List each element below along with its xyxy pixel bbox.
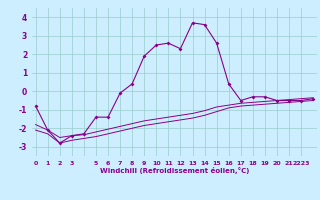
X-axis label: Windchill (Refroidissement éolien,°C): Windchill (Refroidissement éolien,°C) — [100, 167, 249, 174]
